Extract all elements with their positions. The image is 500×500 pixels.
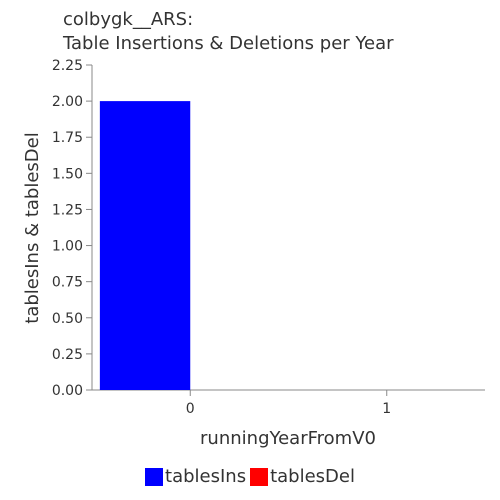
bars: [99, 101, 191, 390]
x-tick-label: 0: [186, 401, 195, 417]
x-axis-label: runningYearFromV0: [200, 428, 376, 449]
y-tick-label: 1.00: [52, 239, 83, 255]
legend-item-tablesins: tablesIns: [145, 466, 246, 487]
y-tick-label: 2.25: [52, 58, 83, 74]
y-tick-label: 1.50: [52, 166, 83, 182]
y-axis: 0.00 0.25 0.50 0.75 1.00 1.25 1.50 1.75 2.00 2.25: [52, 58, 93, 399]
y-tick-label: 0.75: [52, 275, 83, 291]
y-tick-label: 1.75: [52, 130, 83, 146]
chart-title-line-2: Table Insertions & Deletions per Year: [63, 33, 394, 54]
y-tick-label: 2.00: [52, 94, 83, 110]
y-tick-label: 0.25: [52, 347, 83, 363]
x-tick-label: 1: [382, 401, 391, 417]
bar-tablesins-0: [99, 101, 191, 390]
chart-title-line-1: colbygk__ARS:: [63, 9, 194, 30]
legend-item-tablesdel: tablesDel: [250, 466, 355, 487]
y-axis-label: tablesIns & tablesDel: [22, 132, 43, 323]
y-tick-label: 0.00: [52, 383, 83, 399]
legend-swatch-tablesdel: [250, 467, 269, 486]
y-tick-label: 1.25: [52, 202, 83, 218]
y-tick-label: 0.50: [52, 311, 83, 327]
chart-title: colbygk__ARS: Table Insertions & Deletio…: [63, 8, 394, 56]
legend-label-tablesdel: tablesDel: [270, 466, 355, 487]
legend-label-tablesins: tablesIns: [165, 466, 247, 487]
legend: tablesIns tablesDel: [0, 466, 500, 487]
legend-swatch-tablesins: [145, 467, 164, 486]
